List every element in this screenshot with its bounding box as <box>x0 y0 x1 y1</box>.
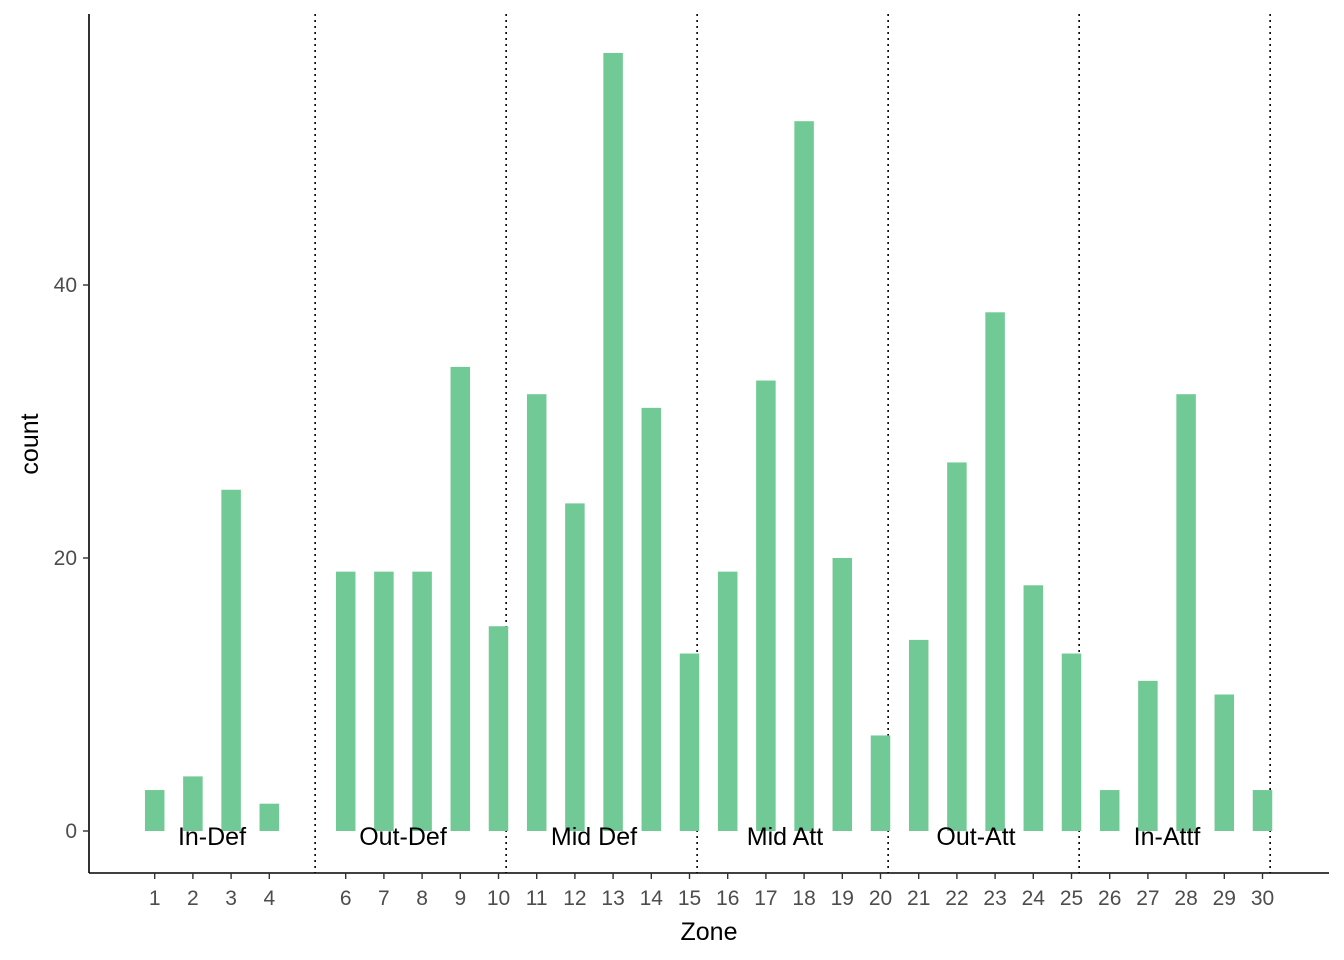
bar-zone-27 <box>1138 680 1158 831</box>
bar-zone-12 <box>565 503 585 831</box>
x-tick-label: 12 <box>563 887 586 910</box>
bar-zone-13 <box>603 52 623 831</box>
y-tick-label: 40 <box>54 274 77 297</box>
x-tick-label: 13 <box>601 887 624 910</box>
bar-zone-14 <box>641 407 662 831</box>
section-label: Out-Def <box>359 823 447 851</box>
x-tick-label: 20 <box>869 887 892 910</box>
bar-zone-20 <box>870 735 891 831</box>
x-tick-label: 3 <box>225 887 237 910</box>
x-tick-label: 27 <box>1136 887 1159 910</box>
bar-zone-4 <box>259 803 280 831</box>
x-tick-label: 8 <box>416 887 428 910</box>
bar-zone-30 <box>1252 790 1273 831</box>
bar-zone-15 <box>679 653 700 831</box>
x-tick-label: 1 <box>149 887 161 910</box>
bar-zone-22 <box>947 462 967 831</box>
x-tick-label: 2 <box>187 887 199 910</box>
x-tick-label: 23 <box>983 887 1006 910</box>
bar-zone-25 <box>1061 653 1082 831</box>
x-tick-label: 26 <box>1098 887 1121 910</box>
x-axis-title: Zone <box>681 918 738 946</box>
bar-zone-1 <box>144 790 165 831</box>
x-tick-label: 29 <box>1213 887 1236 910</box>
bar-zone-9 <box>450 366 471 831</box>
bar-zone-29 <box>1214 694 1235 831</box>
x-tick-label: 17 <box>754 887 777 910</box>
bar-zone-28 <box>1176 394 1196 831</box>
x-tick-label: 21 <box>907 887 930 910</box>
y-tick-label: 0 <box>65 820 77 843</box>
bar-zone-21 <box>908 639 929 831</box>
x-tick-label: 22 <box>945 887 968 910</box>
x-ticks: 1 2 3 4 6 7 8 9 10 11 12 13 14 15 16 17 18 19 20 21 22 23 24 25… <box>149 873 1274 910</box>
bar-zone-24 <box>1023 585 1044 831</box>
bar-zone-10 <box>488 626 509 831</box>
bar-zone-6 <box>335 571 356 831</box>
x-tick-label: 9 <box>454 887 466 910</box>
x-tick-label: 14 <box>640 887 664 910</box>
x-tick-label: 10 <box>487 887 510 910</box>
bar-zone-8 <box>412 571 432 831</box>
x-tick-label: 19 <box>831 887 854 910</box>
bar-zone-2 <box>183 776 203 831</box>
axes <box>88 14 1329 874</box>
section-label: Mid Def <box>551 823 637 851</box>
bar-zone-16 <box>717 571 738 831</box>
x-tick-label: 30 <box>1251 887 1274 910</box>
bars <box>144 52 1273 831</box>
x-tick-label: 11 <box>526 887 548 910</box>
bar-zone-3 <box>221 489 241 831</box>
y-tick-label: 20 <box>54 547 77 570</box>
bar-zone-17 <box>756 380 776 831</box>
x-tick-label: 15 <box>678 887 701 910</box>
y-axis-title: count <box>16 413 44 474</box>
bar-zone-18 <box>794 121 814 831</box>
section-label: In-Def <box>178 823 246 851</box>
bar-zone-23 <box>985 312 1005 831</box>
section-labels: In-Def Out-Def Mid Def Mid Att Out-Att In-Att… <box>178 823 1200 851</box>
bar-zone-26 <box>1099 790 1120 831</box>
section-label: Mid Att <box>747 823 823 851</box>
bar-zone-11 <box>526 394 547 831</box>
x-tick-label: 4 <box>263 887 275 910</box>
y-ticks: 0 20 40 <box>54 274 89 843</box>
x-tick-label: 18 <box>792 887 815 910</box>
x-tick-label: 24 <box>1022 887 1046 910</box>
x-tick-label: 28 <box>1174 887 1197 910</box>
section-label: In-Attf <box>1134 823 1201 851</box>
x-tick-label: 7 <box>378 887 390 910</box>
bar-zone-7 <box>374 571 394 831</box>
x-tick-label: 16 <box>716 887 739 910</box>
x-tick-label: 25 <box>1060 887 1083 910</box>
section-label: Out-Att <box>936 823 1015 851</box>
x-tick-label: 6 <box>340 887 352 910</box>
bar-zone-19 <box>832 558 853 831</box>
